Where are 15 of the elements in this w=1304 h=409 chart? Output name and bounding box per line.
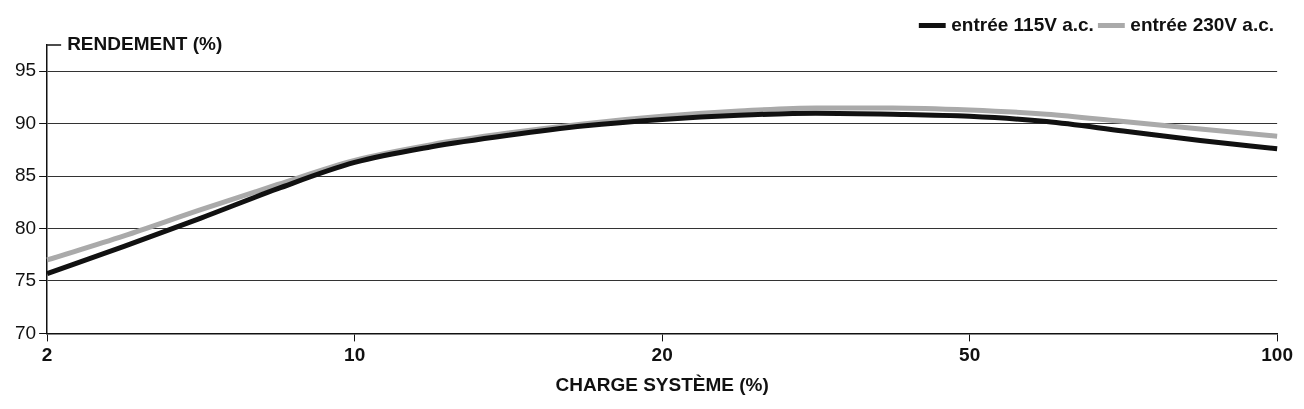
y-tick-label: 75 xyxy=(14,269,37,291)
x-tick-label: 10 xyxy=(344,344,366,366)
x-tick-label: 100 xyxy=(1261,344,1293,366)
x-axis-title: CHARGE SYSTÈME (%) xyxy=(555,373,769,395)
y-tick-label: 95 xyxy=(14,59,37,81)
legend-label: entrée 115V a.c. xyxy=(951,13,1094,35)
y-tick-label: 85 xyxy=(14,164,37,186)
y-tick-label: 70 xyxy=(14,321,37,343)
x-tick-label: 20 xyxy=(651,344,673,366)
x-tick-label: 2 xyxy=(41,344,53,366)
y-axis-title: RENDEMENT (%) xyxy=(67,33,223,55)
y-tick-label: 90 xyxy=(14,111,37,133)
y-tick-label: 80 xyxy=(14,216,37,238)
x-tick-label: 50 xyxy=(959,344,981,366)
legend-label: entrée 230V a.c. xyxy=(1130,13,1275,35)
